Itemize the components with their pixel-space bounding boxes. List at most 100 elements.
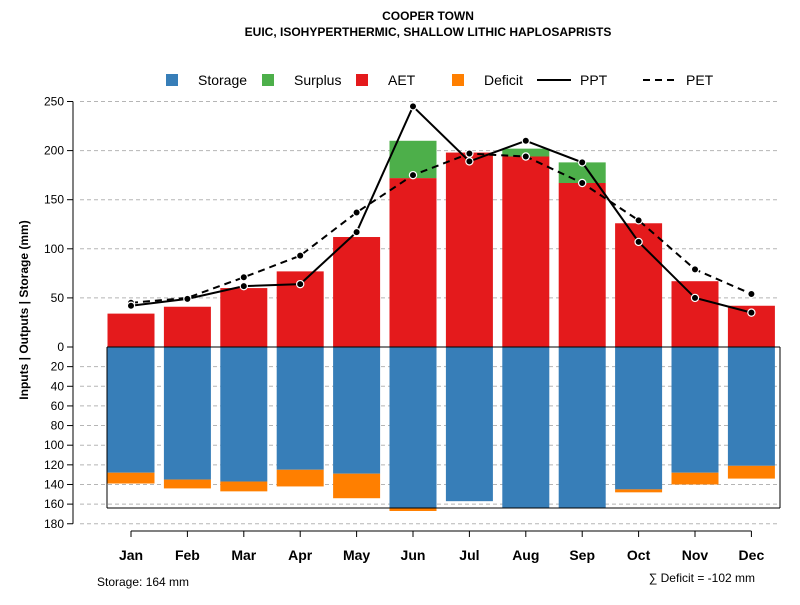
deficit-bar — [276, 469, 324, 487]
x-tick-label: Jul — [459, 547, 479, 563]
chart-title: COOPER TOWN — [382, 9, 474, 23]
pet-point — [465, 149, 474, 158]
x-tick-label: Jan — [119, 547, 143, 563]
aet-bar — [220, 288, 268, 347]
storage-bar — [276, 347, 324, 470]
ppt-point — [690, 293, 700, 303]
ppt-point — [408, 102, 418, 111]
y-tick-label: 60 — [51, 399, 65, 413]
ppt-point — [634, 237, 643, 247]
legend-swatch — [356, 74, 368, 86]
aet-bar — [107, 313, 155, 347]
ppt-point — [126, 301, 136, 310]
y-tick-label: 40 — [51, 379, 65, 393]
x-tick-label: Aug — [512, 547, 539, 563]
legend-label: PET — [686, 72, 714, 88]
legend-label: Storage — [198, 72, 247, 88]
deficit-bar — [333, 473, 381, 499]
deficit-bar — [220, 481, 268, 492]
storage-note: Storage: 164 mm — [97, 575, 189, 589]
x-tick-label: Apr — [288, 547, 313, 563]
storage-bar — [445, 347, 493, 502]
pet-point — [521, 152, 531, 161]
storage-bar — [333, 347, 381, 474]
deficit-bar — [671, 472, 719, 485]
pet-point — [578, 178, 587, 188]
ppt-point — [239, 281, 248, 291]
storage-bar — [558, 347, 606, 509]
y-tick-label: 250 — [44, 95, 64, 109]
storage-bar — [502, 347, 550, 509]
plot-frame — [106, 346, 781, 509]
y-tick-label: 140 — [44, 477, 64, 491]
aet-bar — [445, 152, 493, 347]
deficit-bar — [107, 472, 155, 484]
y-tick-label: 20 — [51, 360, 65, 374]
legend-label: Deficit — [484, 72, 523, 88]
y-tick-label: 100 — [44, 438, 64, 452]
x-tick-label: Nov — [682, 547, 709, 563]
ppt-point — [521, 136, 531, 145]
legend-swatch — [452, 74, 464, 86]
storage-bar — [107, 347, 155, 473]
ppt-point — [296, 279, 305, 289]
legend-swatch — [166, 74, 178, 86]
legend-label: Surplus — [294, 72, 341, 88]
ppt-line — [130, 104, 752, 314]
y-tick-label: 80 — [51, 419, 65, 433]
deficit-bar — [727, 465, 775, 479]
pet-point — [634, 216, 643, 225]
x-tick-label: Feb — [175, 547, 200, 563]
pet-point — [296, 251, 305, 260]
x-tick-label: Jun — [401, 547, 426, 563]
aet-bar — [333, 237, 381, 347]
aet-bar — [163, 306, 211, 347]
legend: Storage Surplus AET Deficit PPT PET — [166, 72, 714, 88]
deficit-bar — [163, 479, 211, 489]
storage-bar — [727, 347, 775, 466]
ppt-point — [183, 294, 192, 304]
ppt-point — [352, 227, 361, 237]
legend-swatch — [262, 74, 274, 86]
storage-bar — [163, 347, 211, 480]
pet-point — [747, 289, 756, 299]
x-tick-label: Sep — [569, 547, 595, 563]
pet-point — [690, 265, 700, 274]
ppt-point — [747, 308, 756, 317]
deficit-note: ∑ Deficit = -102 mm — [649, 571, 755, 585]
aet-bar — [389, 178, 437, 347]
y-tick-label: 100 — [44, 242, 64, 256]
x-tick-label: Dec — [739, 547, 765, 563]
ppt-point — [578, 158, 587, 167]
aet-bar — [671, 281, 719, 347]
x-tick-label: Mar — [231, 547, 256, 563]
y-tick-label: 200 — [44, 144, 64, 158]
y-tick-label: 150 — [44, 193, 64, 207]
legend-label: AET — [388, 72, 416, 88]
storage-bar — [389, 347, 437, 509]
storage-bar — [220, 347, 268, 482]
y-tick-label: 160 — [44, 497, 64, 511]
storage-bar — [671, 347, 719, 473]
aet-bar — [558, 183, 606, 347]
x-tick-label: Oct — [627, 547, 651, 563]
storage-bar — [615, 347, 663, 490]
pet-point — [352, 208, 361, 217]
y-tick-label: 0 — [57, 340, 64, 354]
deficit-bar — [615, 489, 663, 493]
pet-point — [408, 170, 418, 180]
lines-group — [126, 102, 756, 317]
axes-group: 0 50 100 150 200 250 20 40 60 80 100 120 140 160 180 Ja… — [44, 95, 764, 564]
aet-bar — [502, 156, 550, 347]
legend-label: PPT — [580, 72, 608, 88]
ppt-point — [465, 157, 474, 166]
y-tick-label: 120 — [44, 458, 64, 472]
chart-subtitle: EUIC, ISOHYPERTHERMIC, SHALLOW LITHIC HA… — [245, 25, 612, 39]
deficit-bar — [389, 508, 437, 511]
y-axis-label: Inputs | Outputs | Storage (mm) — [17, 220, 31, 399]
bars-group — [107, 140, 775, 511]
x-tick-label: May — [343, 547, 370, 563]
pet-point — [239, 273, 248, 282]
